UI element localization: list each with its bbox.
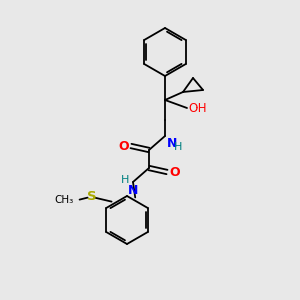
Text: O: O — [188, 101, 197, 115]
Text: CH₃: CH₃ — [54, 195, 74, 205]
Text: H: H — [174, 142, 182, 152]
Text: O: O — [169, 166, 180, 178]
Text: S: S — [87, 190, 96, 203]
Text: O: O — [118, 140, 129, 152]
Text: H: H — [121, 175, 129, 185]
Text: N: N — [128, 184, 138, 197]
Text: ·H: ·H — [195, 101, 208, 115]
Text: N: N — [167, 137, 177, 150]
